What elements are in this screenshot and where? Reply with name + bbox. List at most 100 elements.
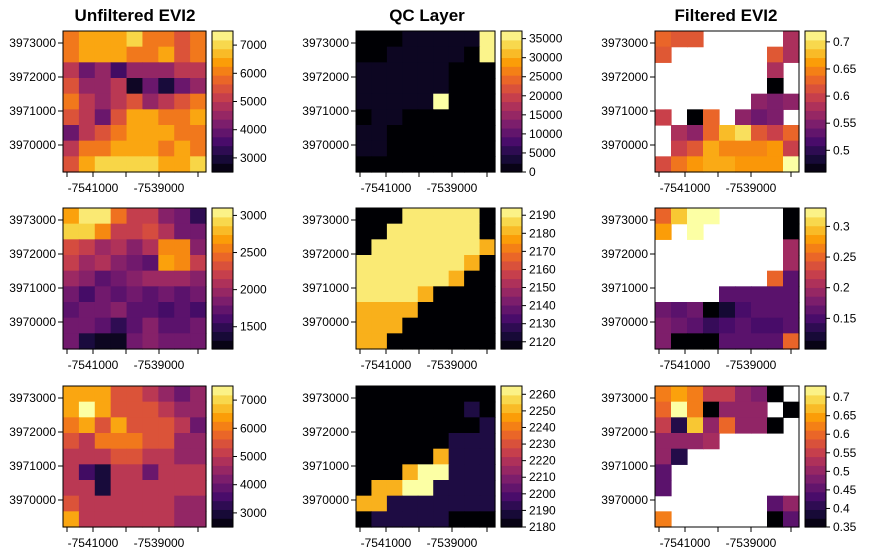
y-tick-label: 3973000: [601, 36, 648, 50]
legend-swatch: [501, 296, 522, 306]
map-cell: [78, 448, 96, 465]
map-cell: [110, 255, 128, 272]
map-frame: [654, 207, 800, 350]
map-cell: [63, 239, 80, 256]
legend-swatch: [212, 412, 233, 422]
map-cell: [464, 286, 481, 303]
map-cell: [783, 511, 800, 528]
map-cell: [433, 401, 450, 418]
map-cell: [158, 464, 175, 481]
legend-tick-label: 0.3: [833, 219, 850, 233]
map-cell: [158, 433, 175, 450]
legend-tick-label: 0.65: [833, 409, 857, 423]
map-cell: [142, 286, 159, 303]
map-cell: [751, 156, 768, 173]
legend-tick-label: 30000: [529, 51, 563, 65]
map-cell: [63, 480, 80, 497]
legend-swatch: [501, 491, 522, 502]
map-cell: [110, 433, 128, 450]
legend-swatch: [212, 322, 233, 332]
map-cell: [735, 156, 752, 173]
y-tick-label: 3973000: [601, 391, 648, 405]
map-cell: [448, 286, 465, 303]
legend-swatch: [501, 252, 522, 262]
map-cell: [174, 401, 191, 418]
legend-swatch: [212, 39, 233, 50]
map-cell: [158, 495, 175, 512]
legend-swatch: [805, 304, 826, 315]
map-cell: [417, 386, 434, 403]
map-cell: [448, 495, 465, 512]
map-cell: [479, 317, 496, 334]
map-cell: [158, 31, 175, 48]
map-cell: [417, 125, 434, 142]
map-cell: [464, 140, 481, 157]
legend-swatch: [501, 456, 522, 466]
map-cell: [735, 401, 752, 418]
map-cell: [174, 109, 191, 126]
map-cell: [433, 109, 450, 126]
map-cell: [126, 93, 144, 110]
legend-swatch: [212, 225, 233, 236]
map-cell: [190, 480, 207, 497]
map-cell: [687, 386, 704, 403]
map-cell: [174, 270, 191, 287]
map-cell: [126, 125, 144, 142]
legend-swatch: [805, 438, 826, 449]
map-cell: [417, 417, 434, 434]
map-cell: [464, 46, 481, 63]
map-cell: [142, 317, 159, 334]
map-cell: [671, 386, 688, 403]
map-cell: [783, 239, 800, 256]
map-cell: [386, 46, 403, 63]
map-cell: [190, 317, 207, 334]
map-cell: [479, 401, 496, 418]
map-cell: [110, 62, 128, 79]
map-cell: [356, 255, 373, 272]
map-cell: [110, 480, 128, 497]
map-cell: [78, 125, 96, 142]
map-cell: [464, 239, 481, 256]
legend-swatch: [501, 482, 522, 493]
y-tick-label: 3971000: [9, 281, 56, 295]
map-cell: [448, 93, 465, 110]
map-panel-r2-qc: 3973000 3972000 3971000 3970000 -7541000 -753…: [302, 207, 556, 372]
map-cell: [464, 401, 481, 418]
map-cell: [464, 78, 481, 95]
map-cell: [78, 78, 96, 95]
map-frame: [654, 30, 800, 173]
legend-swatch: [212, 491, 233, 502]
legend-swatch: [212, 154, 233, 164]
map-cell: [78, 464, 96, 481]
map-cell: [190, 495, 207, 512]
map-cell: [126, 495, 144, 512]
map-cell: [371, 46, 388, 63]
map-cell: [110, 109, 128, 126]
map-cell: [94, 46, 112, 63]
map-cell: [386, 140, 403, 157]
map-cell: [386, 464, 403, 481]
map-cell: [402, 208, 419, 225]
map-cell: [190, 93, 207, 110]
map-cell: [735, 317, 752, 334]
map-cell: [371, 93, 388, 110]
map-cell: [783, 255, 800, 272]
map-cell: [417, 140, 434, 157]
map-cell: [371, 317, 388, 334]
map-cell: [479, 464, 496, 481]
map-cell: [78, 62, 96, 79]
map-cell: [464, 125, 481, 142]
legend-swatch: [805, 154, 826, 164]
map-cell: [479, 223, 496, 240]
map-cell: [386, 31, 403, 48]
legend-swatch: [805, 412, 826, 422]
map-cell: [142, 62, 159, 79]
x-tick-label: -7541000: [660, 536, 711, 550]
map-cell: [142, 302, 159, 319]
map-cell: [783, 46, 800, 63]
legend-swatch: [805, 110, 826, 120]
legend-tick-label: 3000: [240, 208, 267, 222]
legend-swatch: [212, 48, 233, 59]
legend-swatch: [501, 127, 522, 138]
